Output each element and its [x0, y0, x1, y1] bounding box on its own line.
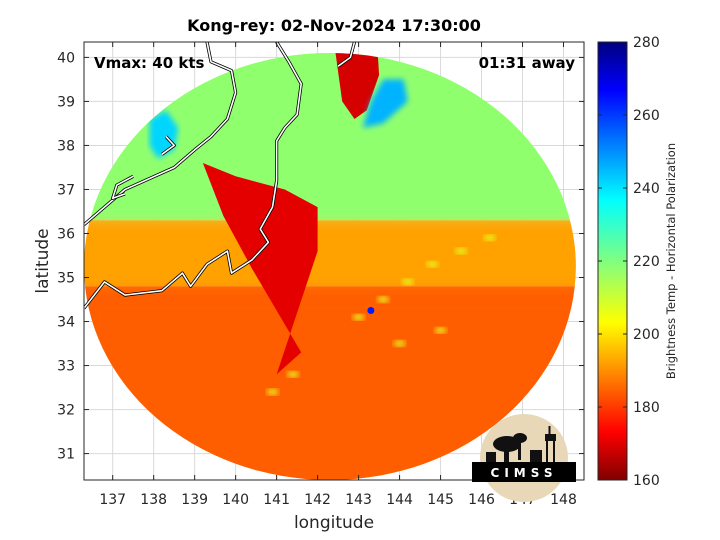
x-tick-label: 139 — [181, 492, 208, 508]
vmax-annotation: Vmax: 40 kts — [94, 54, 204, 72]
colorbar-tick-label: 200 — [633, 327, 660, 343]
y-tick-label: 32 — [57, 403, 75, 419]
convective-cell — [352, 314, 365, 321]
convective-cell — [455, 248, 468, 255]
convective-cell — [266, 388, 279, 395]
colorbar-ticks: 160 180 200 220 240 260 280 — [598, 35, 660, 489]
y-tick-label: 33 — [57, 359, 75, 375]
logo-text: CIMSS — [491, 466, 558, 480]
coastline-segment — [111, 175, 134, 200]
coastline — [84, 42, 357, 310]
logo-silhouette — [486, 426, 556, 462]
x-tick-label: 144 — [386, 492, 413, 508]
cimss-logo: CIMSS — [472, 414, 576, 502]
y-axis-label: latitude — [33, 228, 53, 293]
colorbar-tick-label: 220 — [633, 254, 660, 270]
plot-border — [83, 41, 585, 481]
colorbar-tick-label: 280 — [633, 35, 660, 51]
x-tick-label: 148 — [550, 492, 577, 508]
colorbar-tick-label: 260 — [633, 108, 660, 124]
colorbar-tick-label: 160 — [633, 473, 660, 489]
convective-cell — [401, 278, 414, 285]
logo-band — [472, 462, 576, 482]
coastline-segment — [84, 42, 302, 309]
colorbar-tick-label: 180 — [633, 400, 660, 416]
convective-cell — [393, 340, 406, 347]
convective-cell — [483, 234, 496, 241]
x-axis-label: longitude — [294, 513, 374, 533]
colorbar-tick-label: 240 — [633, 181, 660, 197]
y-tick-label: 40 — [57, 50, 75, 66]
warm-land-hokkaido-south — [362, 79, 408, 128]
coastline-segment — [337, 42, 356, 67]
x-tick-label: 140 — [222, 492, 249, 508]
y-tick-label: 34 — [57, 315, 75, 331]
y-tick-label: 36 — [57, 226, 75, 242]
coastline-segment — [84, 42, 237, 226]
y-tick-label: 31 — [57, 447, 75, 463]
colorbar-label: Brightness Temp - Horizontal Polarizatio… — [664, 143, 678, 379]
colorbar — [597, 41, 628, 481]
cold-wedge — [202, 163, 318, 375]
convective-cell — [426, 261, 439, 268]
y-tick-label: 39 — [57, 94, 75, 110]
convective-core — [367, 307, 375, 315]
x-tick-label: 137 — [99, 492, 126, 508]
time-offset-annotation: 01:31 away — [479, 54, 576, 72]
x-tick-label: 145 — [427, 492, 454, 508]
x-tick-label: 143 — [345, 492, 372, 508]
convective-cell — [377, 296, 390, 303]
x-tick-label: 146 — [468, 492, 495, 508]
y-tick-label: 35 — [57, 271, 75, 287]
y-tick-label: 37 — [57, 182, 75, 198]
coastline-segment — [161, 136, 175, 155]
x-tick-label: 141 — [263, 492, 290, 508]
convective-cell — [434, 327, 447, 334]
x-tick-label: 138 — [140, 492, 167, 508]
convective-cell — [287, 371, 300, 378]
plot-title: Kong-rey: 02-Nov-2024 17:30:00 — [187, 16, 481, 35]
y-tick-label: 38 — [57, 138, 75, 154]
x-tick-label: 142 — [304, 492, 331, 508]
y-axis-ticks: 31 32 33 34 35 36 37 38 39 40 — [57, 50, 584, 463]
